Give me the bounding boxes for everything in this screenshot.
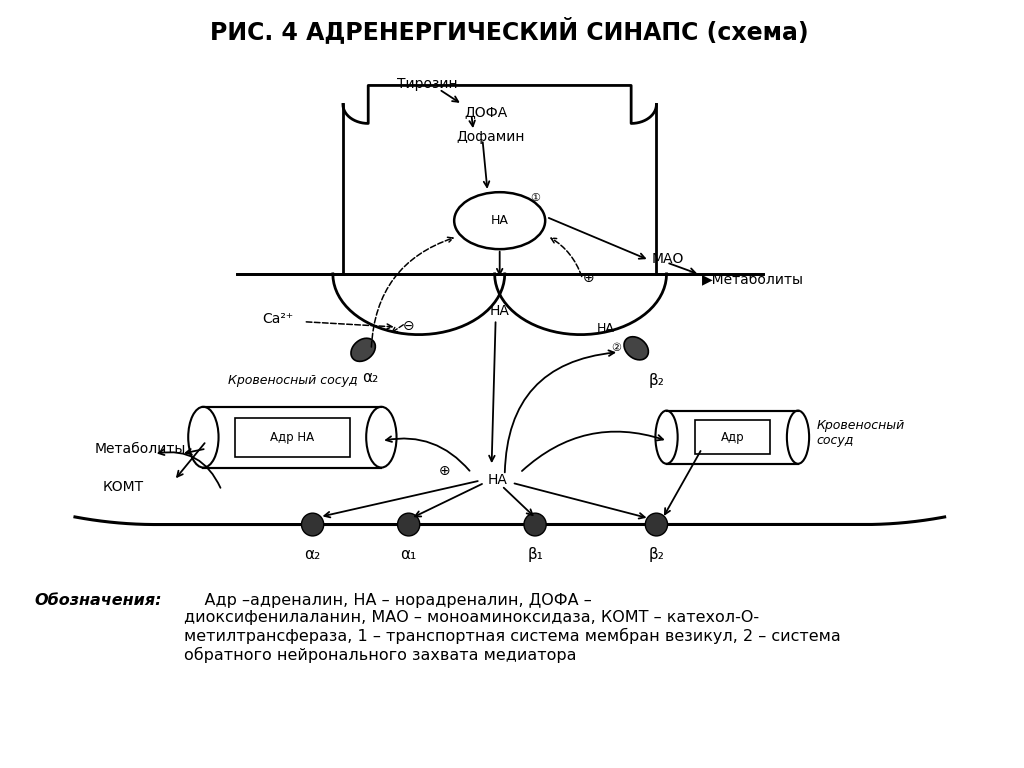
Text: Са²⁺: Са²⁺ bbox=[262, 313, 293, 326]
Bar bbox=[204, 407, 381, 468]
Text: НА: НА bbox=[597, 322, 614, 335]
Ellipse shape bbox=[301, 513, 324, 536]
Ellipse shape bbox=[351, 338, 376, 362]
Ellipse shape bbox=[455, 192, 545, 249]
Text: ⊕: ⊕ bbox=[583, 270, 595, 285]
Text: β₂: β₂ bbox=[648, 372, 665, 388]
Text: α₂: α₂ bbox=[304, 548, 321, 562]
Ellipse shape bbox=[655, 411, 678, 464]
Ellipse shape bbox=[524, 513, 546, 536]
Text: β₂: β₂ bbox=[648, 548, 665, 562]
Text: ①: ① bbox=[530, 193, 540, 203]
Ellipse shape bbox=[624, 336, 648, 360]
Text: ДОФА: ДОФА bbox=[464, 105, 508, 119]
Text: Тирозин: Тирозин bbox=[396, 77, 457, 91]
Text: ②: ② bbox=[611, 343, 621, 353]
FancyBboxPatch shape bbox=[695, 420, 770, 454]
Text: НА: НА bbox=[490, 214, 509, 227]
Polygon shape bbox=[237, 85, 763, 335]
Text: Метаболиты: Метаболиты bbox=[95, 442, 186, 455]
Text: Адр НА: Адр НА bbox=[270, 432, 314, 445]
Text: Кровеносный
сосуд: Кровеносный сосуд bbox=[816, 419, 904, 448]
Ellipse shape bbox=[397, 513, 420, 536]
Ellipse shape bbox=[786, 411, 809, 464]
Text: α₂: α₂ bbox=[362, 370, 378, 386]
Text: α₁: α₁ bbox=[400, 548, 417, 562]
Text: НА: НА bbox=[487, 474, 508, 488]
Text: ▶Метаболиты: ▶Метаболиты bbox=[701, 272, 804, 286]
Ellipse shape bbox=[645, 513, 668, 536]
Text: Адр: Адр bbox=[721, 432, 744, 445]
Text: Дофамин: Дофамин bbox=[457, 130, 524, 144]
Text: ⊕: ⊕ bbox=[438, 465, 450, 478]
Text: КОМТ: КОМТ bbox=[103, 479, 144, 494]
FancyBboxPatch shape bbox=[234, 419, 350, 457]
Text: Обозначения:: Обозначения: bbox=[35, 593, 162, 608]
Text: РИС. 4 АДРЕНЕРГИЧЕСКИЙ СИНАПС (схема): РИС. 4 АДРЕНЕРГИЧЕСКИЙ СИНАПС (схема) bbox=[211, 18, 809, 45]
Ellipse shape bbox=[367, 407, 396, 468]
Text: НА: НА bbox=[489, 304, 510, 318]
Text: ⊖: ⊖ bbox=[402, 319, 415, 333]
Text: Адр –адреналин, НА – норадреналин, ДОФА –
диоксифенилаланин, МАО – моноаминоксид: Адр –адреналин, НА – норадреналин, ДОФА … bbox=[184, 593, 841, 663]
Bar bbox=[667, 411, 798, 464]
Text: β₁: β₁ bbox=[527, 548, 543, 562]
Ellipse shape bbox=[188, 407, 218, 468]
Text: Кровеносный сосуд: Кровеносный сосуд bbox=[227, 374, 357, 387]
Text: МАО: МАО bbox=[651, 252, 684, 266]
